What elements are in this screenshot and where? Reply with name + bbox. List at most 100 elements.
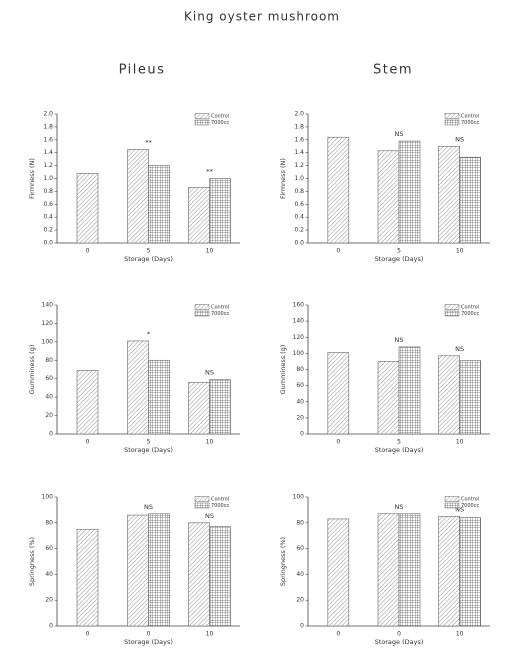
x-tick-label: 10 <box>206 631 214 638</box>
bar <box>148 359 170 435</box>
y-tick-label: 80 <box>45 519 53 526</box>
bar <box>398 346 421 435</box>
y-tick-label: 40 <box>296 398 304 405</box>
x-axis-label: Storage (Days) <box>124 446 173 454</box>
significance-label: NS <box>395 336 404 344</box>
y-tick-label: 2.0 <box>43 111 53 118</box>
significance-label: ** <box>206 168 213 176</box>
significance-label: NS <box>455 505 464 513</box>
y-tick-label: 120 <box>42 320 54 327</box>
legend-swatch <box>194 119 210 126</box>
y-tick-label: 0.8 <box>43 188 53 195</box>
bar <box>398 140 421 244</box>
bar <box>76 528 99 627</box>
bar <box>438 516 460 627</box>
x-axis-label: Storage (Days) <box>375 446 424 454</box>
x-tick-label: 10 <box>456 631 464 638</box>
legend-swatch <box>194 310 210 317</box>
y-tick-label: 40 <box>296 571 304 578</box>
x-axis-label: Storage (Days) <box>124 255 173 263</box>
y-tick-label: 1.2 <box>43 162 53 169</box>
y-tick-label: 0.6 <box>43 201 53 208</box>
x-tick-label: 0 <box>86 248 90 255</box>
y-tick-label: 0.0 <box>294 240 304 247</box>
bar <box>377 513 400 627</box>
significance-label: NS <box>205 512 214 520</box>
y-tick-label: 40 <box>45 394 53 401</box>
bar <box>127 340 149 435</box>
legend-swatch <box>194 502 210 509</box>
bar <box>127 149 149 244</box>
bar <box>76 370 99 435</box>
y-tick-label: 40 <box>45 571 53 578</box>
y-tick-label: 1.6 <box>43 136 53 143</box>
y-tick-label: 1.8 <box>294 123 304 130</box>
y-tick-label: 1.0 <box>43 175 53 182</box>
legend-label: 7000cc <box>211 503 229 509</box>
bar <box>188 187 210 244</box>
legend-swatch <box>194 496 210 502</box>
y-tick-label: 1.4 <box>43 149 53 156</box>
bar <box>459 517 481 627</box>
bar <box>459 360 481 435</box>
y-tick-label: 0 <box>49 623 53 630</box>
x-tick-label: 0 <box>147 631 151 638</box>
significance-label: * <box>147 330 151 338</box>
y-tick-label: 1.0 <box>294 175 304 182</box>
y-axis-label: Firmness (N) <box>279 158 287 199</box>
x-tick-label: 0 <box>86 631 90 638</box>
y-tick-label: 100 <box>293 350 305 357</box>
y-tick-label: 0 <box>300 623 304 630</box>
bar <box>209 379 231 435</box>
significance-label: NS <box>455 345 464 353</box>
y-tick-label: 20 <box>45 597 53 604</box>
legend-label: Control <box>461 497 479 503</box>
significance-label: NS <box>395 130 404 138</box>
y-tick-label: 1.8 <box>43 123 53 130</box>
bar <box>327 352 350 435</box>
y-tick-label: 60 <box>45 375 53 382</box>
y-tick-label: 0 <box>49 431 53 438</box>
legend-label: Control <box>461 114 479 120</box>
bar <box>398 513 421 627</box>
y-tick-label: 20 <box>45 412 53 419</box>
y-tick-label: 60 <box>45 545 53 552</box>
y-tick-label: 20 <box>296 597 304 604</box>
legend-label: Control <box>211 114 229 120</box>
bar <box>76 173 99 244</box>
significance-label: NS <box>205 369 214 377</box>
y-axis-label: Springness (%) <box>28 537 36 586</box>
legend-label: Control <box>211 305 229 311</box>
y-tick-label: 120 <box>293 334 305 341</box>
x-tick-label: 10 <box>206 248 214 255</box>
y-tick-label: 160 <box>293 302 305 309</box>
x-tick-label: 0 <box>336 631 340 638</box>
legend-swatch <box>444 310 460 317</box>
bar <box>377 150 400 244</box>
y-tick-label: 100 <box>42 494 54 501</box>
y-tick-label: 1.6 <box>294 136 304 143</box>
y-tick-label: 2.0 <box>294 111 304 118</box>
y-tick-label: 140 <box>293 318 305 325</box>
bar <box>459 156 481 244</box>
significance-label: ** <box>145 138 152 146</box>
y-tick-label: 0.2 <box>43 227 53 234</box>
x-tick-label: 5 <box>147 439 151 446</box>
y-tick-label: 0.0 <box>43 240 53 247</box>
y-axis-label: Gumminess (g) <box>28 345 36 395</box>
legend-swatch <box>444 496 460 502</box>
y-tick-label: 60 <box>296 545 304 552</box>
legend-swatch <box>444 113 460 119</box>
y-tick-label: 80 <box>45 357 53 364</box>
y-tick-label: 1.4 <box>294 149 304 156</box>
y-tick-label: 60 <box>296 382 304 389</box>
y-tick-label: 0 <box>300 431 304 438</box>
legend-label: 7000cc <box>461 120 479 126</box>
y-axis-label: Gumminess (g) <box>279 345 287 395</box>
legend-label: 7000cc <box>211 311 229 317</box>
figure-title: King oyster mushroom <box>184 10 340 24</box>
legend-label: 7000cc <box>211 120 229 126</box>
x-tick-label: 0 <box>336 439 340 446</box>
column-header: Stem <box>373 63 413 78</box>
